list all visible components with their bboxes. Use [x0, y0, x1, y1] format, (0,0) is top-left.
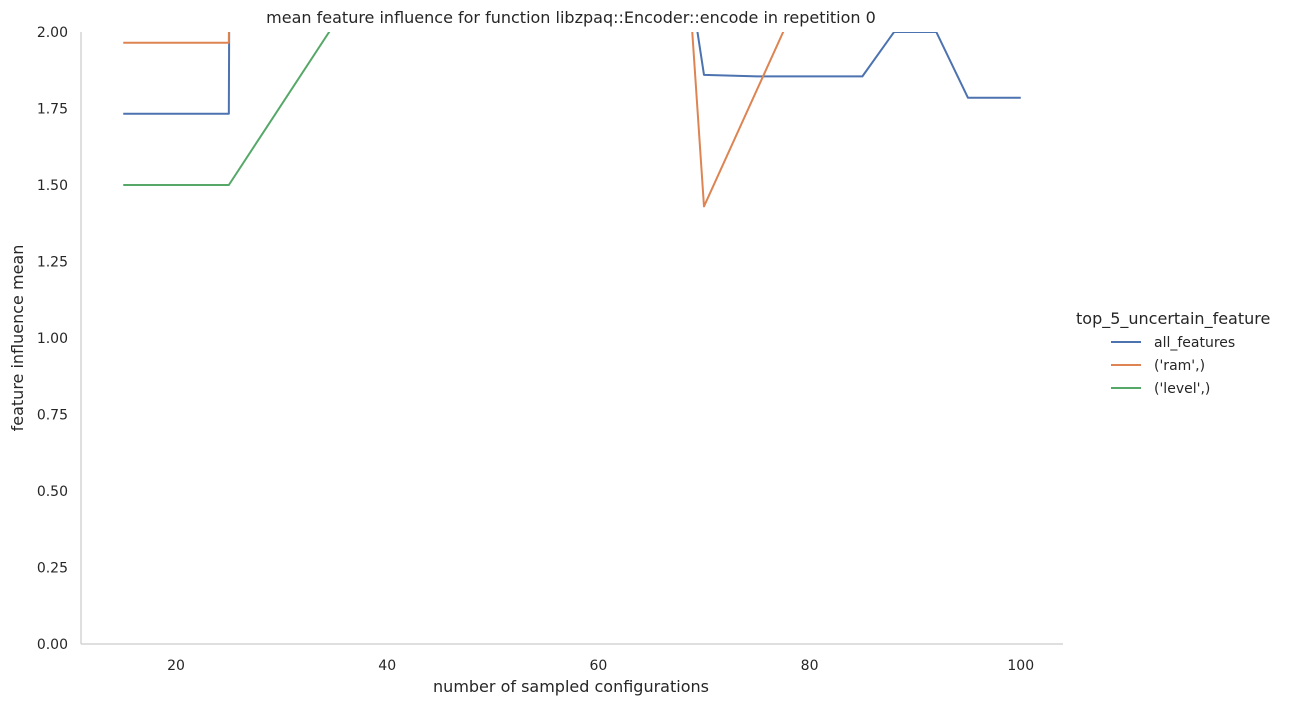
- x-tick-label: 20: [167, 658, 185, 674]
- y-tick-label: 2.00: [37, 25, 68, 41]
- y-tick-label: 0.00: [37, 637, 68, 653]
- legend-label-0: all_features: [1154, 335, 1235, 351]
- legend-label-2: ('level',): [1154, 381, 1210, 397]
- chart-title: mean feature influence for function libz…: [266, 8, 876, 27]
- series-line-0: [123, 32, 1021, 115]
- y-tick-label: 0.75: [37, 408, 68, 424]
- y-tick-labels: 0.00 0.25 0.50 0.75 1.00 1.25 1.50 1.75 2.00: [37, 25, 68, 653]
- y-tick-label: 1.50: [37, 178, 68, 194]
- legend-title: top_5_uncertain_feature: [1076, 309, 1270, 329]
- x-tick-label: 80: [801, 658, 819, 674]
- legend: top_5_uncertain_feature all_features ('ra…: [1076, 309, 1270, 397]
- x-tick-label: 40: [378, 658, 396, 674]
- series-line-2: [123, 32, 331, 186]
- x-tick-labels: 20 40 60 80 100: [167, 658, 1034, 674]
- y-tick-label: 0.50: [37, 484, 68, 500]
- series-line-1: [123, 32, 785, 208]
- x-axis-title: number of sampled configurations: [433, 677, 709, 696]
- y-tick-label: 1.75: [37, 102, 68, 118]
- y-tick-label: 1.00: [37, 331, 68, 347]
- x-tick-label: 100: [1007, 658, 1034, 674]
- y-tick-label: 0.25: [37, 561, 68, 577]
- x-tick-label: 60: [589, 658, 607, 674]
- legend-label-1: ('ram',): [1154, 358, 1205, 374]
- y-axis-title: feature influence mean: [8, 245, 27, 432]
- plot-lines: [123, 32, 1021, 208]
- y-tick-label: 1.25: [37, 255, 68, 271]
